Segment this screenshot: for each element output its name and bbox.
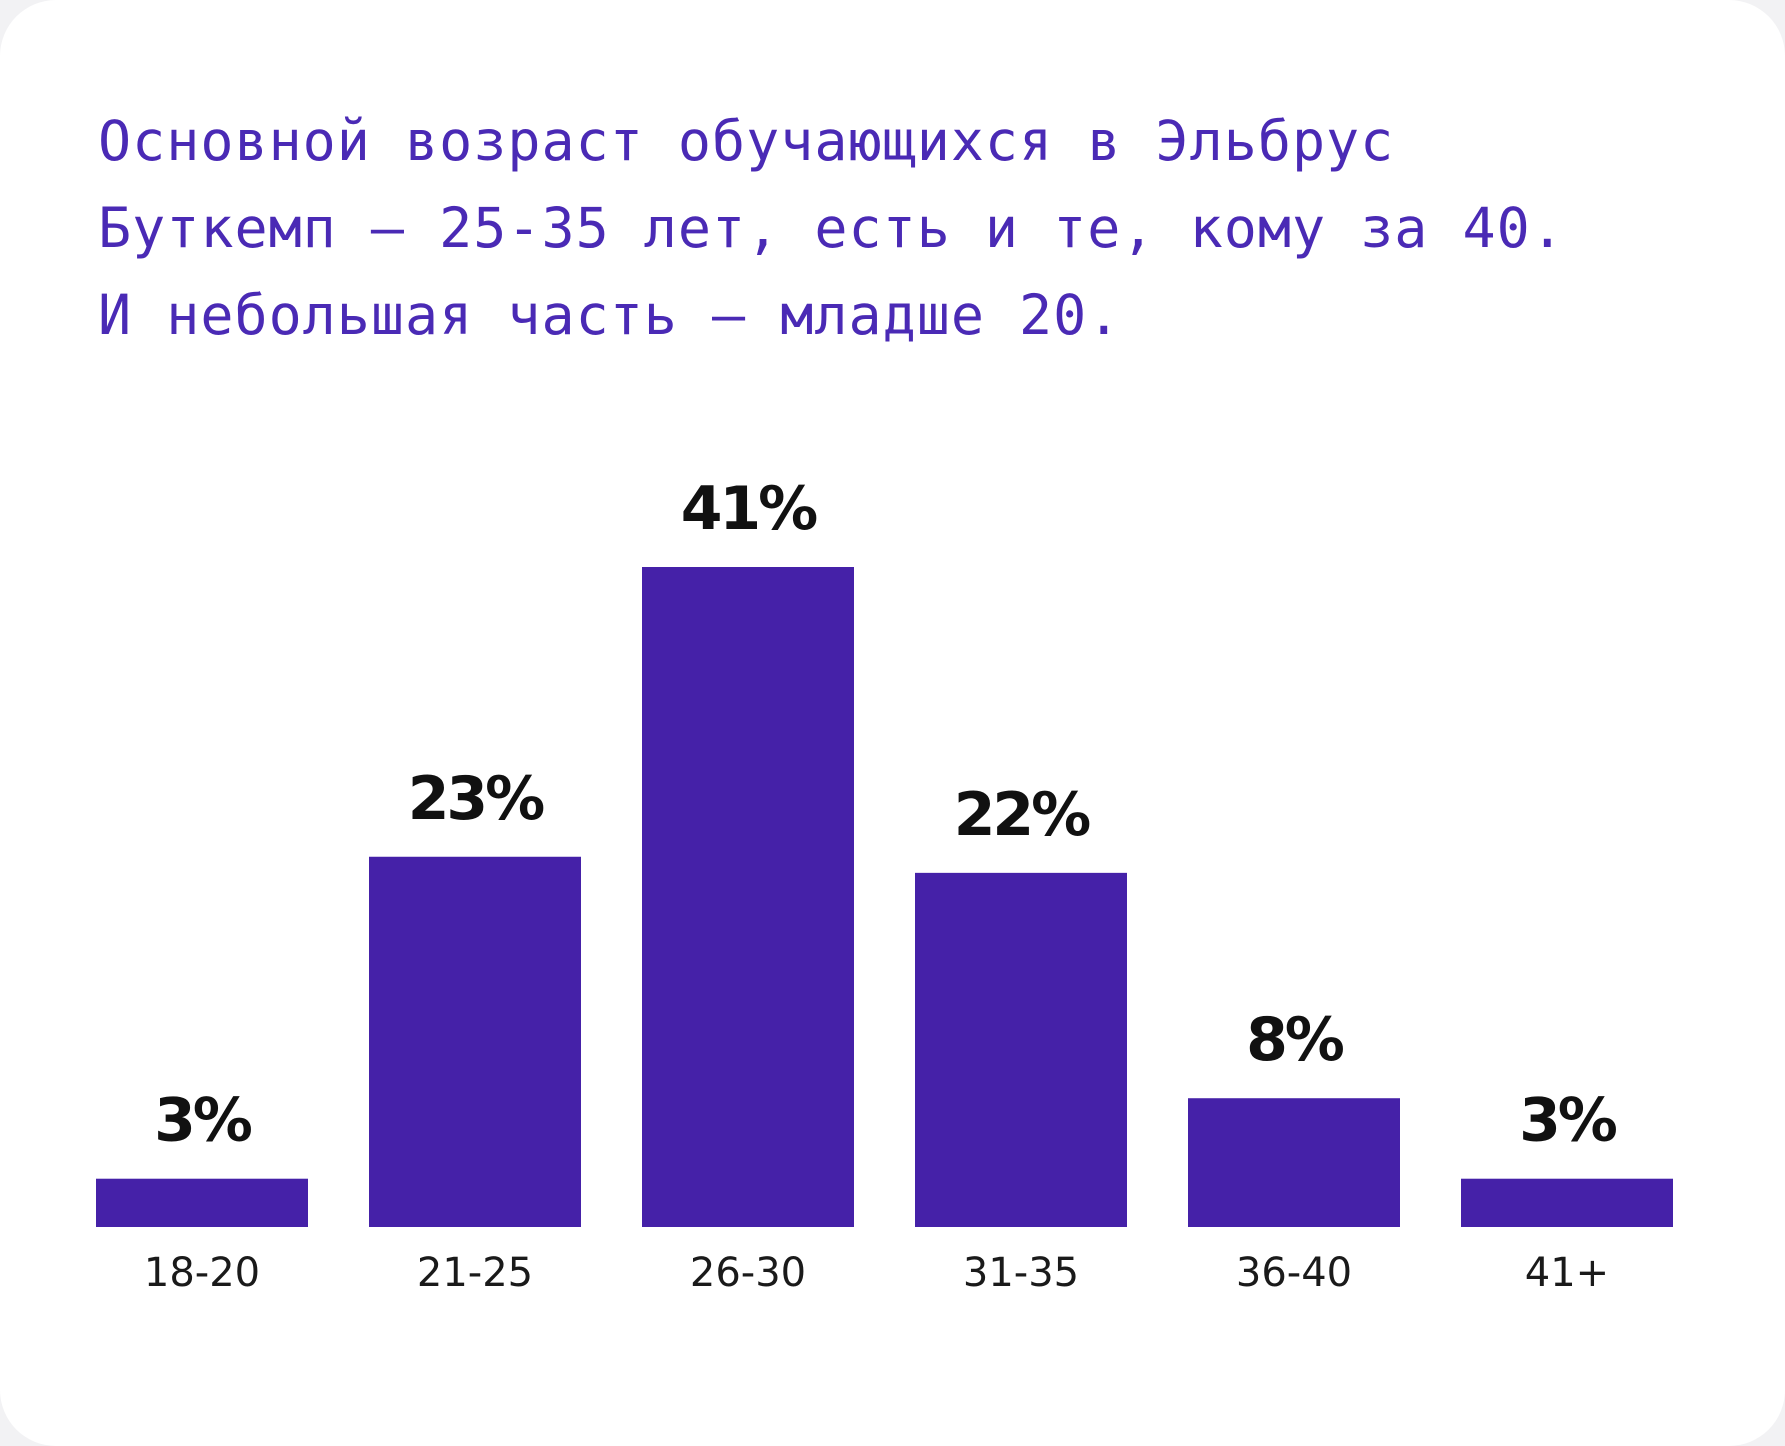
value-label-36-40: 8% <box>1246 1005 1344 1075</box>
headline-line-3: И небольшая часть – младше 20. <box>98 283 1122 347</box>
x-tick-label-26-30: 26-30 <box>690 1250 806 1296</box>
bar-31-35 <box>915 872 1127 1227</box>
headline-line-1: Основной возраст обучающихся в Эльбрус <box>98 109 1395 173</box>
value-label-21-25: 23% <box>408 764 544 834</box>
headline-line-2: Буткемп – 25-35 лет, есть и те, кому за … <box>98 196 1565 260</box>
x-tick-label-41+: 41+ <box>1525 1250 1609 1296</box>
bar-18-20 <box>96 1178 308 1227</box>
x-tick-label-21-25: 21-25 <box>417 1250 533 1296</box>
value-label-26-30: 41% <box>681 474 817 544</box>
value-label-31-35: 22% <box>954 780 1090 850</box>
bar-26-30 <box>642 567 854 1227</box>
bar-36-40 <box>1188 1098 1400 1227</box>
bar-21-25 <box>369 856 581 1227</box>
chart-headline: Основной возраст обучающихся в Эльбрус Б… <box>98 98 1658 359</box>
x-tick-label-36-40: 36-40 <box>1236 1250 1352 1296</box>
value-label-18-20: 3% <box>154 1086 252 1156</box>
x-tick-label-18-20: 18-20 <box>144 1250 260 1296</box>
x-tick-label-31-35: 31-35 <box>963 1250 1079 1296</box>
value-label-41+: 3% <box>1519 1086 1617 1156</box>
bar-41+ <box>1461 1178 1673 1227</box>
